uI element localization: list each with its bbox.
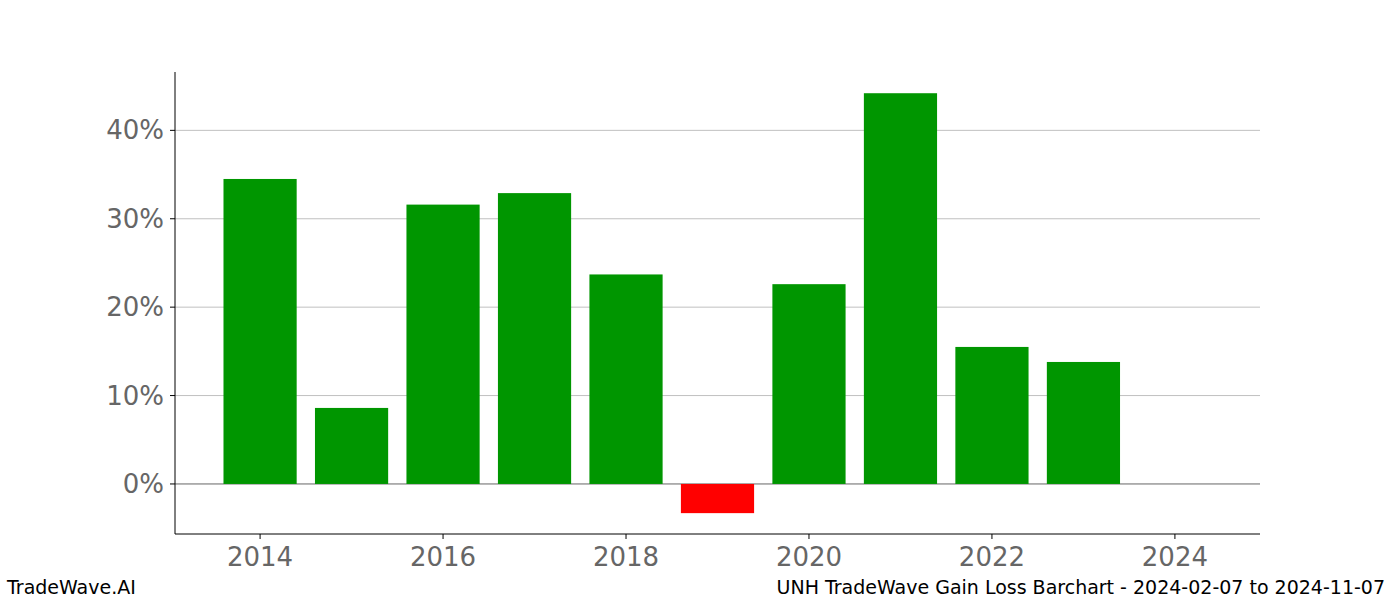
bar xyxy=(589,274,662,484)
y-tick-label: 20% xyxy=(106,292,164,322)
x-tick xyxy=(443,534,444,539)
bar xyxy=(498,193,571,484)
y-tick-label: 40% xyxy=(106,115,164,145)
y-tick xyxy=(170,218,175,219)
x-tick-label: 2020 xyxy=(776,542,842,572)
x-tick-label: 2022 xyxy=(959,542,1025,572)
bar xyxy=(864,93,937,484)
chart: 0% 10% 20% 30% 40% 2014 2016 2018 2020 2022 2024 UN… xyxy=(0,0,1400,600)
annotation: TradeWave.AI xyxy=(6,576,136,598)
y-tick-label: 10% xyxy=(106,381,164,411)
y-tick xyxy=(170,395,175,396)
grid-line xyxy=(175,130,1260,131)
x-tick xyxy=(626,534,627,539)
bar xyxy=(1047,362,1120,484)
grid-line xyxy=(175,218,1260,219)
bar xyxy=(406,205,479,484)
y-tick-label: 30% xyxy=(106,204,164,234)
bars xyxy=(223,93,1120,513)
y-axis xyxy=(175,72,176,534)
x-tick xyxy=(1174,534,1175,539)
x-tick xyxy=(991,534,992,539)
x-tick-label: 2016 xyxy=(410,542,476,572)
x-tick-label: 2018 xyxy=(593,542,659,572)
y-tick xyxy=(170,483,175,484)
x-tick xyxy=(808,534,809,539)
x-tick-label: 2014 xyxy=(227,542,293,572)
bar xyxy=(955,347,1028,484)
grid-line xyxy=(175,307,1260,308)
x-tick-label: 2024 xyxy=(1142,542,1208,572)
y-tick xyxy=(170,307,175,308)
bar xyxy=(681,484,754,513)
bar xyxy=(223,179,296,484)
bar xyxy=(315,408,388,484)
y-tick-label: 0% xyxy=(123,469,164,499)
x-axis xyxy=(175,534,1260,535)
y-tick xyxy=(170,130,175,131)
title: UNH TradeWave Gain Loss Barchart - 2024-… xyxy=(777,576,1385,598)
bar xyxy=(772,284,845,484)
x-tick xyxy=(260,534,261,539)
